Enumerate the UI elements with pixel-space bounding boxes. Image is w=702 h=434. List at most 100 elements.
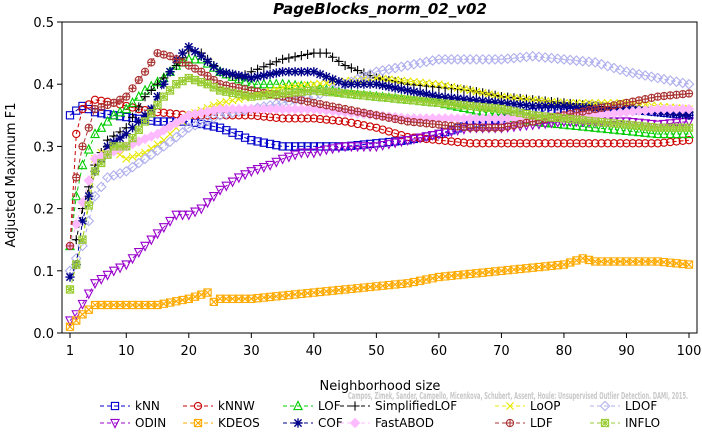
data-point-inflo (72, 260, 81, 269)
data-point-knnw (559, 139, 569, 148)
data-point-inflo (272, 90, 281, 99)
data-point-ldf (197, 67, 206, 76)
data-point-odin (302, 148, 313, 159)
plot-area (64, 42, 695, 331)
data-point-cof (528, 101, 538, 111)
x-tick-label: 40 (306, 344, 323, 359)
data-point-lof (677, 128, 688, 139)
data-point-ldof (102, 172, 113, 183)
data-point-knn (272, 141, 281, 150)
data-point-cof (428, 90, 438, 100)
data-point-ldof (627, 67, 639, 79)
data-point-cof (378, 80, 388, 91)
data-point-inflo (197, 77, 206, 87)
data-point-lof (665, 128, 676, 139)
legend-marker-cof (293, 418, 303, 428)
data-point-knnw (653, 139, 662, 148)
data-point-loop (122, 154, 131, 163)
data-point-knnw (315, 114, 325, 124)
data-point-knnw (365, 122, 375, 131)
data-point-lof (83, 143, 94, 154)
data-point-knnw (466, 139, 475, 148)
data-point-lof (615, 124, 626, 135)
data-point-cof (302, 67, 313, 77)
data-point-lof (596, 122, 607, 133)
data-point-inflo (103, 150, 112, 159)
data-point-inflo (159, 92, 168, 101)
data-point-cof (159, 79, 169, 89)
data-point-inflo (684, 123, 694, 132)
data-point-simplifiedlof (127, 112, 138, 122)
data-point-lof (271, 78, 282, 89)
data-point-inflo (140, 117, 150, 126)
legend: kNN kNNW LOF SimplifiedLOF LoOP LDOF ODIN KDEOS… (100, 399, 660, 430)
data-point-lof (621, 125, 632, 135)
data-point-ldof (83, 215, 95, 227)
data-point-knnw (684, 136, 694, 145)
data-point-knn (278, 142, 287, 151)
data-point-cof (127, 123, 138, 133)
legend-label-ldf: LDF (530, 416, 553, 430)
legend-item-loop: LoOP (495, 399, 561, 413)
data-point-cof (184, 42, 194, 52)
data-point-knnw (622, 139, 631, 148)
data-point-odin (427, 131, 438, 142)
data-point-ldof (402, 60, 414, 71)
data-point-odin (340, 142, 351, 153)
data-point-ldof (133, 157, 145, 169)
data-point-lof (646, 127, 657, 138)
data-point-ldof (139, 153, 151, 165)
data-point-ldof (145, 149, 157, 161)
data-point-cof (209, 61, 219, 72)
data-point-ldof (152, 145, 163, 156)
data-point-odin (90, 279, 101, 290)
data-point-ldof (408, 58, 420, 70)
data-point-odin (77, 299, 88, 310)
legend-item-ldof: LDOF (590, 399, 657, 413)
data-point-cof (359, 79, 369, 89)
data-point-inflo (147, 109, 156, 118)
data-point-cof (365, 79, 375, 89)
data-point-loop (447, 82, 456, 91)
data-point-cof (396, 84, 406, 94)
data-point-simplifiedlof (146, 85, 156, 96)
data-point-ldof (389, 62, 401, 74)
data-point-cof (165, 67, 175, 77)
data-point-cof (484, 97, 494, 107)
data-point-lof (590, 121, 601, 132)
x-tick-label: 10 (118, 344, 135, 359)
legend-marker-simplifiedlof (350, 401, 360, 411)
data-point-cof (409, 87, 419, 97)
data-point-fastabod (70, 218, 82, 230)
data-point-ldof (652, 72, 664, 84)
data-point-cof (252, 72, 263, 82)
data-point-ldf (122, 92, 131, 101)
data-point-ldof (614, 64, 626, 76)
data-point-lof (265, 78, 276, 89)
data-point-kdeos (684, 260, 694, 269)
legend-item-knn: kNN (100, 399, 160, 413)
data-point-knn (65, 111, 75, 120)
data-point-inflo (284, 88, 293, 98)
data-point-lof (640, 126, 651, 137)
data-point-inflo (253, 91, 262, 101)
data-point-knnw (347, 118, 356, 127)
data-point-knnw (597, 139, 606, 148)
data-point-lof (602, 123, 613, 134)
data-point-knnw (634, 139, 644, 148)
data-point-cof (684, 110, 694, 120)
data-point-ldof (383, 63, 395, 75)
data-point-cof (434, 92, 444, 102)
data-point-cof (177, 48, 188, 58)
data-point-odin (115, 263, 126, 274)
data-point-cof (340, 79, 350, 89)
data-point-odin (352, 142, 363, 153)
data-point-cof (565, 101, 575, 112)
data-point-cof (534, 101, 544, 111)
y-tick-label: 0.2 (33, 203, 54, 218)
data-point-loop (466, 86, 475, 95)
legend-marker-knn (110, 401, 120, 411)
data-point-ldof (95, 181, 107, 193)
data-point-inflo (165, 86, 175, 95)
data-point-simplifiedlof (328, 52, 338, 62)
